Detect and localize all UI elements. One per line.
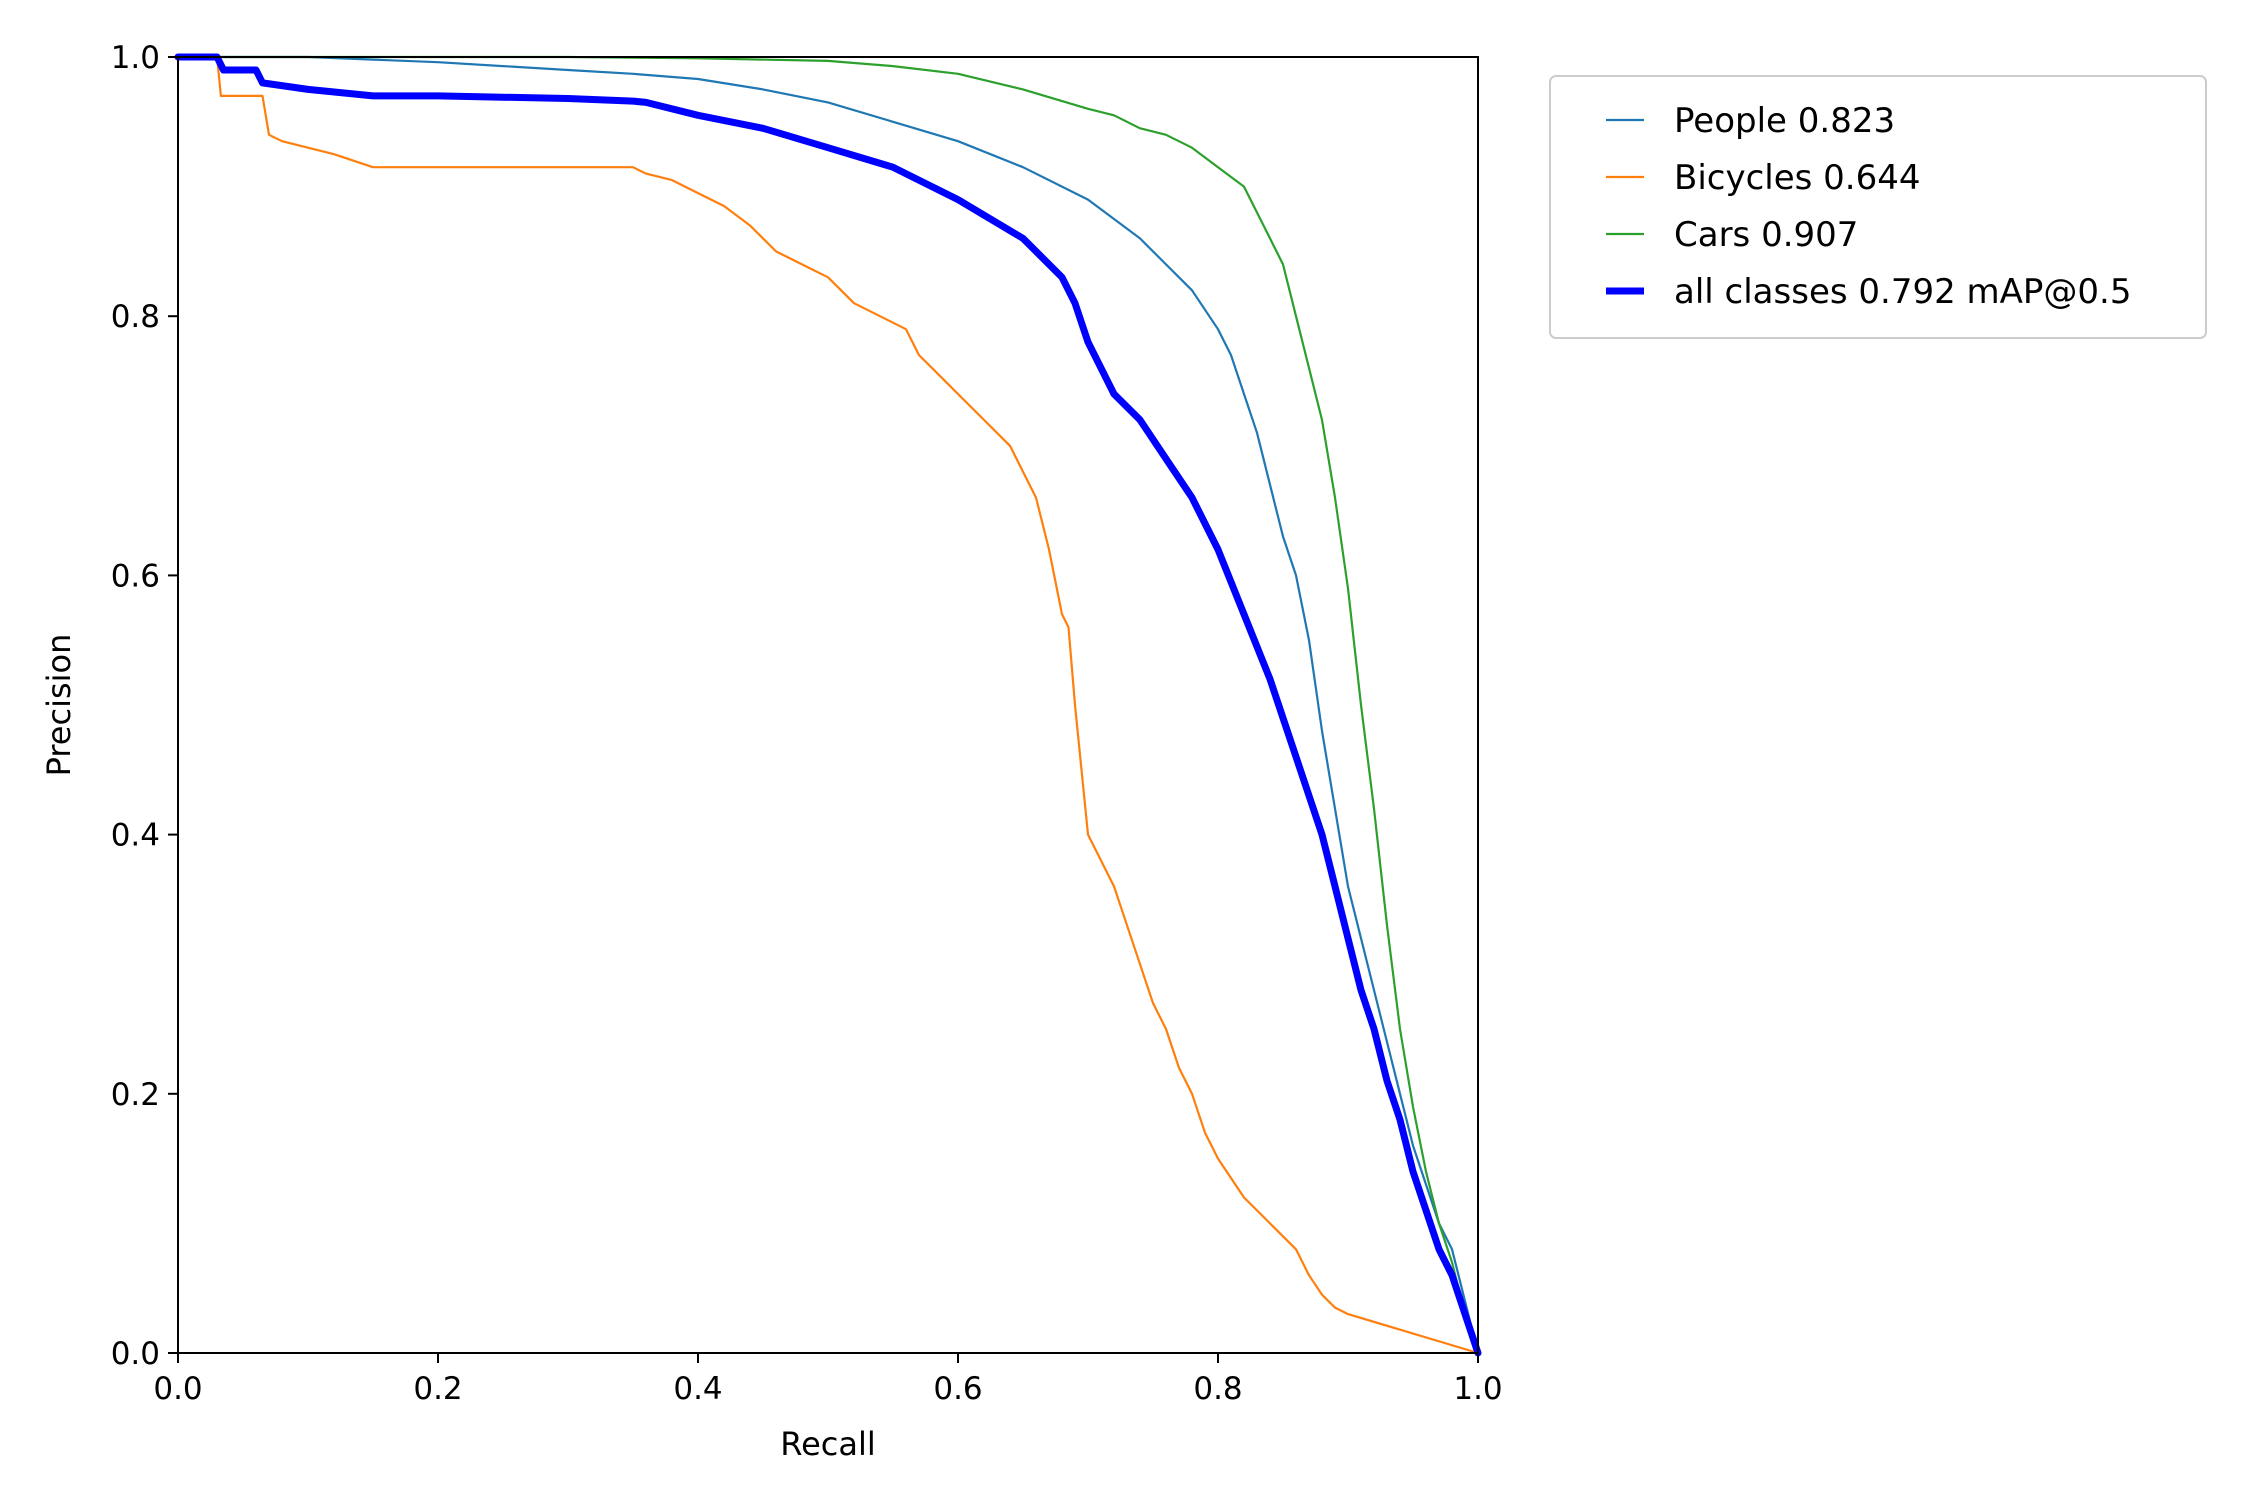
legend-label-all-classes-0-792-map-0-5: all classes 0.792 mAP@0.5 [1674, 272, 2131, 312]
y-axis: 0.0 0.2 0.4 0.6 0.8 1.0 [111, 40, 178, 1372]
y-axis-title: Precision [40, 634, 78, 777]
y-tick-label: 0.8 [111, 299, 160, 335]
x-tick-label: 0.8 [1193, 1371, 1242, 1407]
legend-label-cars-0-907: Cars 0.907 [1674, 215, 1858, 255]
x-axis: 0.0 0.2 0.4 0.6 0.8 1.0 [153, 1353, 1503, 1407]
series-line-bicycles-0-644 [176, 55, 1480, 1355]
series-layer [174, 53, 1482, 1357]
legend-box [1549, 75, 2207, 339]
series-line-all-classes-0-792-map-0-5 [174, 53, 1482, 1357]
x-tick-label: 0.0 [153, 1371, 202, 1407]
x-tick-label: 0.2 [413, 1371, 462, 1407]
x-tick-label: 0.6 [933, 1371, 982, 1407]
y-tick-label: 0.0 [111, 1336, 160, 1372]
plot-frame [177, 56, 1479, 1354]
y-tick-label: 0.6 [111, 558, 160, 594]
legend: People 0.823 Bicycles 0.644 Cars 0.907 all … [1549, 75, 2207, 339]
y-tick-label: 0.2 [111, 1077, 160, 1113]
series-line-people-0-823 [176, 55, 1480, 1355]
x-tick-label: 1.0 [1453, 1371, 1502, 1407]
y-tick-label: 0.4 [111, 818, 160, 854]
x-tick-label: 0.4 [673, 1371, 722, 1407]
series-line-cars-0-907 [176, 55, 1480, 1355]
y-tick-label: 1.0 [111, 40, 160, 76]
legend-label-bicycles-0-644: Bicycles 0.644 [1674, 158, 1921, 198]
x-axis-title: Recall [780, 1425, 875, 1463]
legend-label-people-0-823: People 0.823 [1674, 101, 1895, 141]
